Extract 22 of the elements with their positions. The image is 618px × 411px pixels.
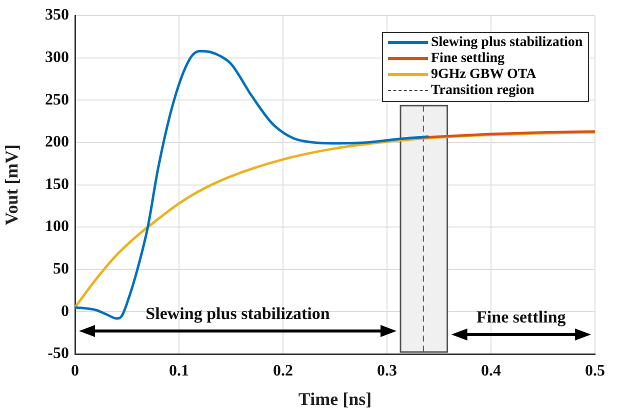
y-tick-label: 200 — [45, 134, 69, 151]
annotation: Fine settling — [476, 307, 566, 326]
x-tick-label: 0.1 — [169, 362, 189, 380]
y-tick-label: 50 — [53, 260, 69, 278]
y-tick-label: 150 — [45, 176, 69, 193]
legend-label: Fine settling — [431, 50, 504, 67]
y-tick-label: 0 — [61, 302, 69, 320]
y-tick-label: 250 — [45, 91, 69, 108]
y-axis-title: Vout [mV] — [1, 144, 22, 226]
legend-label: Slewing plus stabilization — [431, 34, 583, 51]
y-tick-label: 300 — [45, 49, 69, 66]
x-tick-label: 0.2 — [273, 362, 293, 380]
y-tick-label: -50 — [48, 345, 69, 362]
x-tick-label: 0.3 — [377, 362, 397, 380]
x-axis-title: Time [ns] — [298, 388, 372, 409]
legend-label: Transition region — [431, 82, 534, 99]
x-tick-label: 0.4 — [481, 362, 501, 380]
y-tick-label: 100 — [45, 218, 69, 236]
legend-label: 9GHz GBW OTA — [431, 66, 536, 83]
y-tick-label: 350 — [45, 6, 69, 24]
x-tick-label: 0.5 — [585, 362, 605, 380]
annotation: Slewing plus stabilization — [146, 304, 330, 323]
